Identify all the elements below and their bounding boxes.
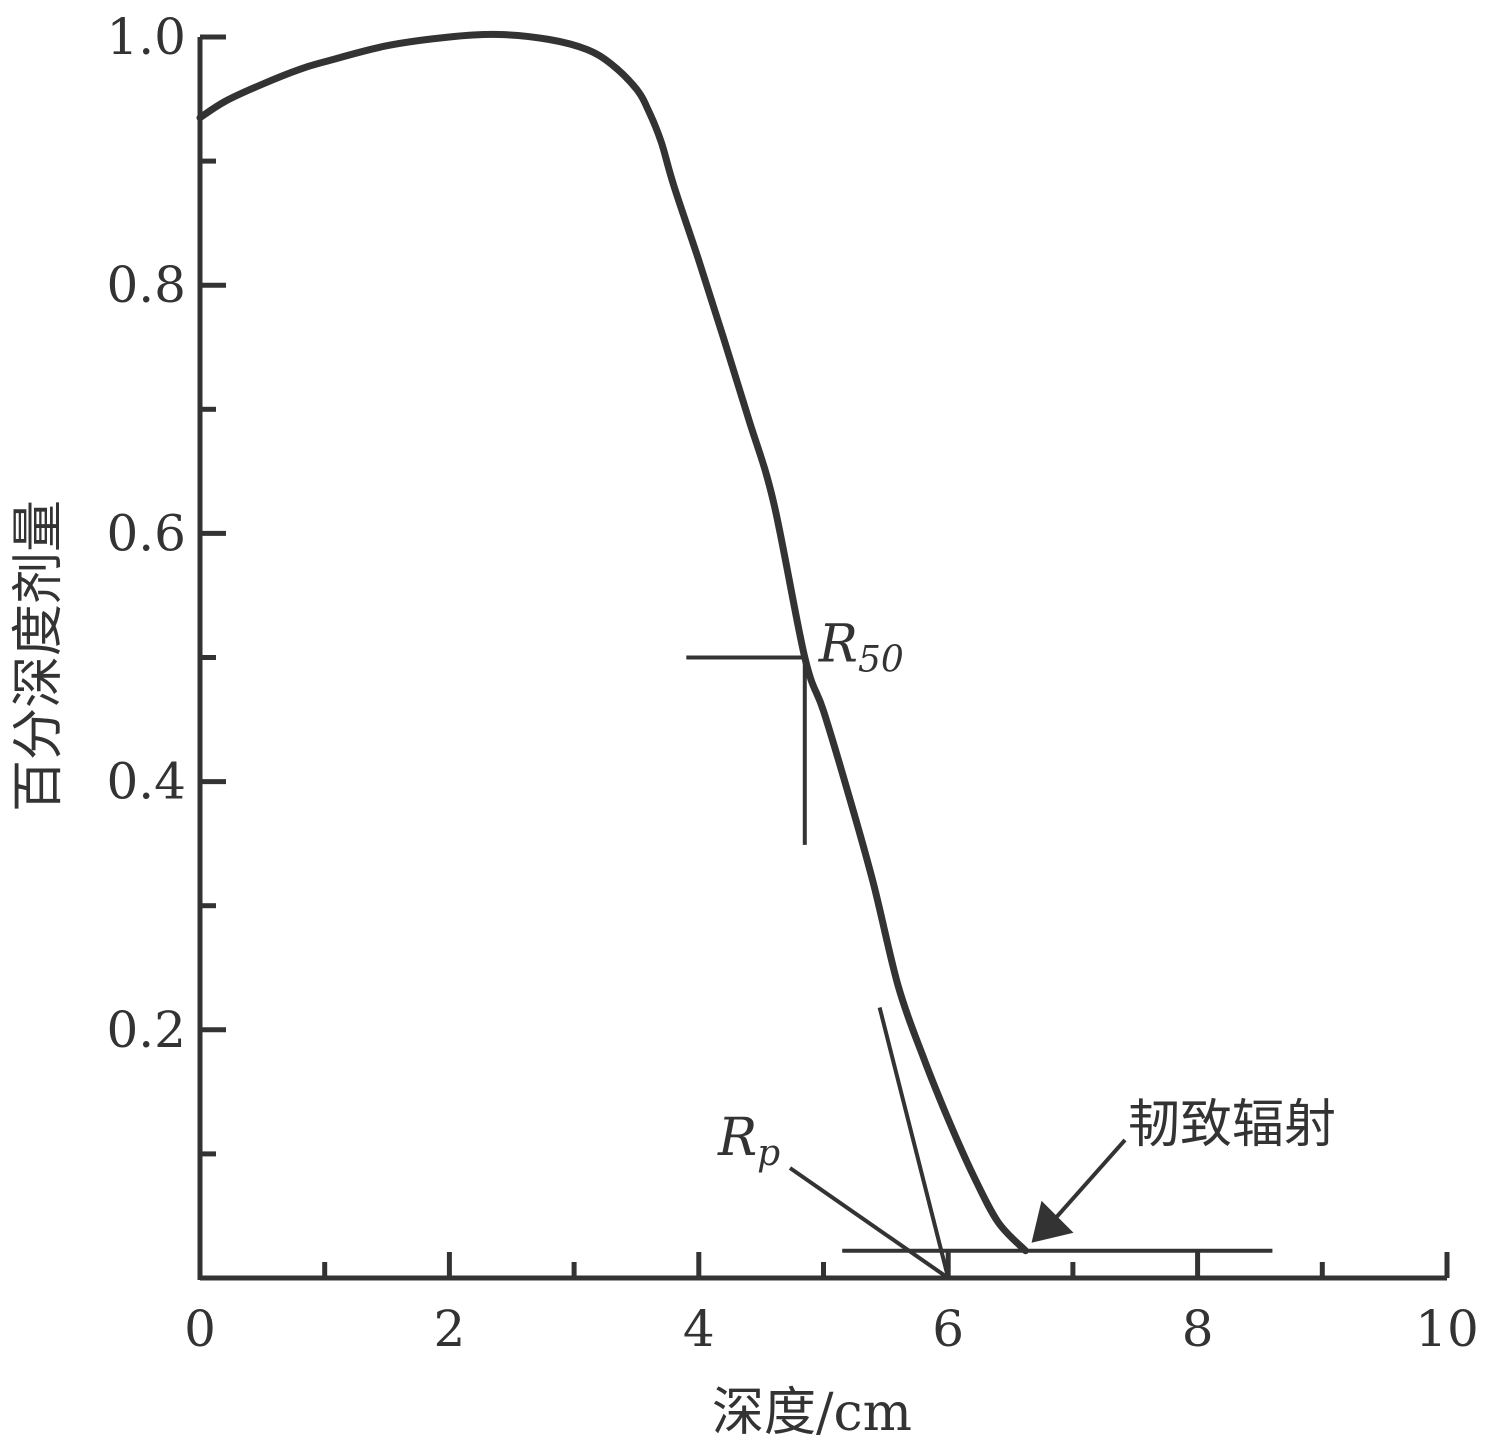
x-tick-label: 10 xyxy=(1415,1300,1479,1358)
rp-label: Rp xyxy=(717,1108,780,1174)
y-tick-label: 1.0 xyxy=(106,8,186,66)
tangent-line xyxy=(877,1006,951,1279)
ticks: 0 2 4 6 8 10 0.2 0.4 0.6 0.8 1.0 xyxy=(106,8,1478,1358)
r50-label: R50 xyxy=(818,615,904,681)
y-tick-label: 0.6 xyxy=(106,504,186,562)
x-tick-label: 2 xyxy=(433,1300,465,1358)
rp-leader-line xyxy=(788,1166,950,1280)
x-tick-label: 8 xyxy=(1182,1300,1214,1358)
dose-curve xyxy=(196,30,1029,1255)
y-tick-label: 0.2 xyxy=(106,1001,186,1059)
x-tick-label: 6 xyxy=(932,1300,964,1358)
x-axis-label: 深度/cm xyxy=(712,1383,912,1443)
y-tick-label: 0.4 xyxy=(106,753,186,811)
bremsstrahlung-arrow-head xyxy=(1031,1200,1074,1243)
x-tick-label: 0 xyxy=(184,1300,216,1358)
x-tick-label: 4 xyxy=(683,1300,715,1358)
bremsstrahlung-label: 韧致辐射 xyxy=(1128,1095,1336,1155)
y-axis-label: 百分深度剂量 xyxy=(9,500,69,812)
annotations: R50 Rp 韧致辐射 xyxy=(717,615,1336,1175)
guide-lines xyxy=(686,655,1273,1280)
bremsstrahlung-arrow-shaft xyxy=(1050,1138,1127,1225)
y-tick-label: 0.8 xyxy=(106,256,186,314)
